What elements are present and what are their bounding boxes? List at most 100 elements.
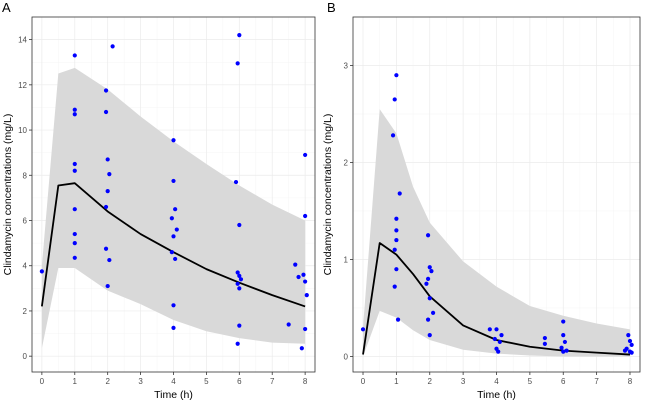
panel-b-data-point xyxy=(425,233,431,238)
panel-b-data-point xyxy=(562,339,568,345)
panel-b-data-point xyxy=(429,269,434,274)
panel-b-data-point xyxy=(360,327,366,332)
panel-b-y-axis-title: Clindamycin concentrations (mg/L) xyxy=(322,114,334,276)
panel-a-data-point xyxy=(303,152,308,158)
panel-a-data-point xyxy=(296,274,301,280)
panel-a-data-point xyxy=(171,138,176,143)
panel-a-median-line xyxy=(40,182,306,308)
panel-b-data-point xyxy=(622,348,628,353)
panel-b-data-point xyxy=(542,335,547,341)
panel-a-x-tick-label: 1 xyxy=(73,377,78,386)
panel-a-data-point xyxy=(171,234,176,239)
panel-b-data-point xyxy=(424,281,429,286)
panel-b-data-point xyxy=(427,296,432,301)
panel-a-data-point xyxy=(286,322,291,327)
panel-b-data-point xyxy=(390,133,396,138)
panel-a-data-point xyxy=(72,207,77,212)
panel-a-data-point xyxy=(171,325,176,331)
panel-a-x-tick-label: 2 xyxy=(105,377,110,386)
panel-b-data-point xyxy=(499,333,504,338)
panel-a-data-point xyxy=(72,112,77,117)
panel-a-data-point xyxy=(237,222,242,228)
panel-a-y-tick-label: 10 xyxy=(18,126,27,135)
panel-a-data-point xyxy=(72,255,77,260)
panel-a-data-point xyxy=(237,273,242,279)
panel-a-data-point xyxy=(110,44,115,49)
panel-a-data-point xyxy=(237,286,242,291)
panel-a-x-tick-label: 8 xyxy=(303,377,308,386)
panel-b-data-point xyxy=(561,349,566,354)
panel-a-y-tick-label: 2 xyxy=(23,307,28,316)
panel-a-data-point xyxy=(107,172,112,177)
panel-b-data-point xyxy=(394,237,399,243)
panel-a-data-point xyxy=(72,107,77,112)
panel-a-data-point xyxy=(103,246,109,251)
panel-a-label: A xyxy=(2,0,11,15)
panel-b-data-point xyxy=(559,345,564,350)
panel-a-data-point xyxy=(105,283,110,289)
panel-b-data-point xyxy=(397,191,402,196)
panel-b-chart: 0 1 2 3 4 5 6 7 8 0 1 2 3 Time (h) Clindamycin concent… xyxy=(322,16,641,401)
panel-b-x-tick-label: 3 xyxy=(461,377,466,386)
panel-a-data-point xyxy=(235,341,240,346)
panel-b-data-point xyxy=(427,333,432,338)
panel-a-data-point xyxy=(301,272,306,277)
panel-a-x-tick-label: 3 xyxy=(138,377,143,386)
panel-b-data-point xyxy=(425,276,431,281)
panel-b-data-point xyxy=(487,327,492,332)
panel-b-data-point xyxy=(492,336,497,342)
panel-b-y-tick-label: 1 xyxy=(344,255,349,264)
panel-a-data-point xyxy=(72,161,77,167)
panel-a-data-point xyxy=(303,213,308,219)
panel-b-data-point xyxy=(561,333,566,338)
panel-a-x-axis-title: Time (h) xyxy=(154,389,193,401)
panel-a-data-point xyxy=(293,262,298,267)
panel-b-data-point xyxy=(627,338,633,344)
panel-b-y-tick-label: 2 xyxy=(344,158,349,167)
panel-a-data-point xyxy=(171,303,176,308)
panel-a-data-point xyxy=(235,281,240,286)
panel-a-data-point xyxy=(171,178,176,184)
panel-b-data-point xyxy=(564,348,569,353)
panel-b-x-tick-label: 8 xyxy=(628,377,633,386)
panel-a-data-point xyxy=(169,250,174,255)
panel-a-data-point xyxy=(238,277,244,282)
panel-a-y-tick-label: 4 xyxy=(23,262,28,271)
panel-b-data-point xyxy=(392,97,397,102)
panel-b-x-tick-label: 2 xyxy=(428,377,433,386)
panel-b-x-tick-label: 5 xyxy=(528,377,533,386)
panel-b-data-point xyxy=(427,265,432,270)
panel-a-y-axis-title: Clindamycin concentrations (mg/L) xyxy=(2,114,14,276)
panel-a-data-point xyxy=(107,257,112,263)
panel-a-x-tick-label: 7 xyxy=(270,377,275,386)
panel-b-x-tick-label: 7 xyxy=(594,377,599,386)
panel-a-data-point xyxy=(304,293,309,298)
panel-a-data-point xyxy=(72,53,77,58)
panel-b-y-tick-label: 3 xyxy=(344,61,349,70)
panel-a-x-tick-label: 0 xyxy=(40,377,45,386)
panel-b-data-point xyxy=(394,216,399,221)
panel-b-x-tick-label: 6 xyxy=(561,377,566,386)
panel-a-data-point xyxy=(72,231,77,237)
panel-a-y-tick-label: 0 xyxy=(23,352,28,361)
panel-b-y-tick-label: 0 xyxy=(344,352,349,361)
panel-a-data-point xyxy=(39,269,44,274)
panel-a-data-point xyxy=(173,207,178,212)
panel-a-data-point xyxy=(103,88,109,93)
panel-a-x-tick-label: 5 xyxy=(204,377,209,386)
panel-b-data-point xyxy=(392,284,397,289)
panel-b-x-tick-label: 0 xyxy=(361,377,366,386)
panel-b-data-point xyxy=(395,317,401,322)
panel-a-data-point xyxy=(105,157,110,162)
panel-a-y-tick-label: 12 xyxy=(18,81,27,90)
panel-b-data-point xyxy=(542,341,547,346)
panel-a-data-point xyxy=(235,61,240,66)
panel-a-x-tick-label: 6 xyxy=(237,377,242,386)
panel-a-y-tick-label: 6 xyxy=(23,217,28,226)
panel-a-data-point xyxy=(237,323,242,328)
panel-a-data-point xyxy=(303,279,308,284)
panel-a-data-point xyxy=(299,346,304,351)
panel-a-data-point xyxy=(303,326,308,332)
panel-b-data-point xyxy=(394,267,399,272)
panel-a-x-tick-label: 4 xyxy=(171,377,176,386)
